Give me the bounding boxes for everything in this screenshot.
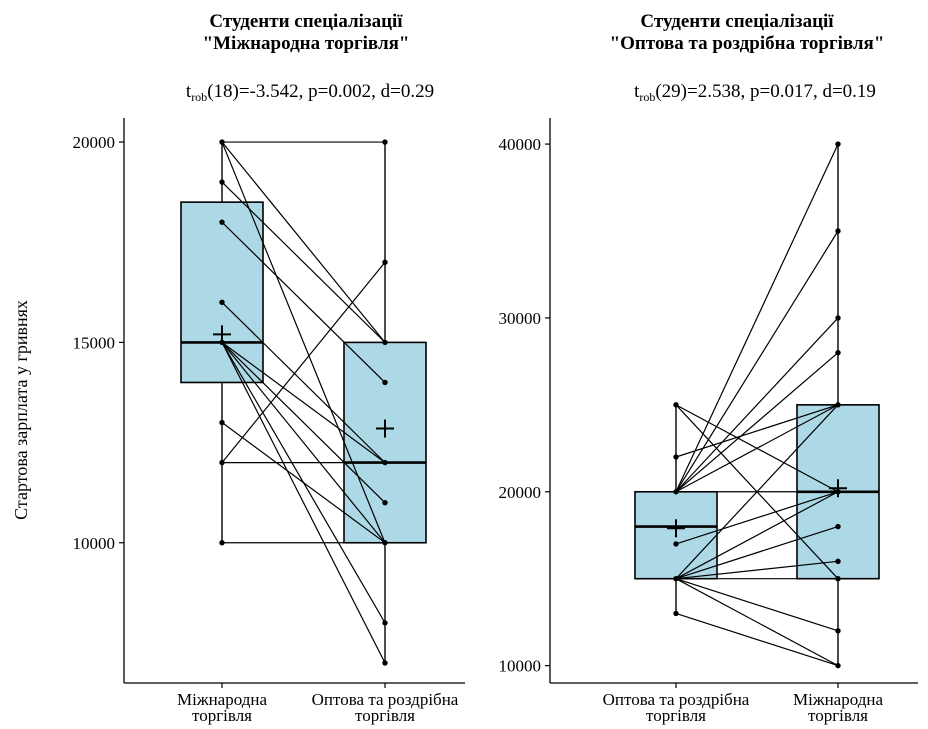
panel-1-paired-line <box>221 301 386 464</box>
panel-2-paired-line <box>675 404 839 580</box>
panel-2-title-line-1: Студенти спеціалізації <box>640 11 834 32</box>
panel-1-y-tick-label: 10000 <box>73 534 116 553</box>
panel-1-category-label-line-2: торгівля <box>355 706 415 725</box>
panel-international-trade: Студенти спеціалізації "Міжнародна торгі… <box>73 11 465 725</box>
panel-2-data-point <box>673 489 679 495</box>
panel-1-data-point <box>382 660 388 666</box>
panel-1-data-point <box>219 540 225 546</box>
panel-2-data-point <box>835 315 841 321</box>
panel-1-data-point <box>382 499 388 506</box>
panel-2-paired-line <box>675 525 839 580</box>
panel-2-data-point <box>835 402 841 408</box>
panel-1-data-point <box>219 219 225 225</box>
panel-1-data-point <box>382 339 388 346</box>
panel-2-paired-line <box>675 491 839 545</box>
panel-1-box <box>180 201 264 384</box>
panel-2-data-point <box>835 228 841 234</box>
panel-2-paired-line <box>675 560 839 580</box>
panel-2-y-tick-label: 10000 <box>499 657 542 676</box>
panel-1-data-point <box>219 299 225 306</box>
panel-1-data-point <box>382 259 388 265</box>
y-axis-label: Стартова зарплата у гривнях <box>11 300 31 520</box>
panel-1-plot-area: 100001500020000МіжнароднаторгівляОптова … <box>73 118 465 725</box>
panel-2-data-point <box>835 628 841 634</box>
panel-1-data-point <box>219 179 225 185</box>
panel-2-category-label-line-2: торгівля <box>646 706 706 725</box>
panel-2-paired-line <box>675 578 839 632</box>
panel-2-paired-line <box>675 612 839 667</box>
panel-2-data-point <box>835 349 841 356</box>
panel-1-title-line-2: "Міжнародна торгівля" <box>203 33 410 54</box>
panel-2-paired-line <box>675 578 839 667</box>
panel-1-data-point <box>382 139 388 145</box>
panel-2-paired-line <box>675 404 839 458</box>
panel-2-data-point <box>835 523 841 530</box>
panel-2-category-label-line-1: Міжнародна <box>793 690 883 709</box>
panel-2-paired-line <box>675 404 839 493</box>
panel-2-data-point <box>673 454 679 460</box>
panel-2-data-point <box>673 575 679 582</box>
panel-2-y-tick-label: 20000 <box>499 483 542 502</box>
panel-1-paired-line <box>221 341 386 464</box>
panel-1-box <box>343 341 427 544</box>
panel-2-data-point <box>673 541 679 547</box>
panel-2-paired-line <box>675 491 839 580</box>
panel-1-data-point <box>382 620 388 626</box>
panel-1-data-point <box>219 419 225 426</box>
panel-1-y-tick-label: 20000 <box>73 133 116 152</box>
panel-1-data-point <box>382 540 388 546</box>
panel-1-category-label-line-1: Оптова та роздрібна <box>312 690 459 709</box>
panel-1-data-point <box>382 459 388 466</box>
panel-1-paired-line <box>221 342 386 664</box>
panel-2-data-point <box>835 662 841 669</box>
panel-1-paired-line <box>221 221 386 383</box>
panel-2-data-point <box>835 141 841 147</box>
panel-1-paired-line <box>221 342 386 544</box>
panel-1-data-point <box>219 459 225 466</box>
panel-2-stat-line: trob(29)=2.538, p=0.017, d=0.19 <box>634 81 876 104</box>
panel-1-paired-line <box>221 181 386 343</box>
panel-2-paired-line <box>675 317 839 493</box>
panel-1-data-point <box>382 379 388 386</box>
panel-1-category-label-line-1: Міжнародна <box>177 690 267 709</box>
panel-2-data-point <box>835 575 841 582</box>
panel-1-y-tick-label: 15000 <box>73 333 116 352</box>
panel-2-title-line-2: "Оптова та роздрібна торгівля" <box>610 33 885 54</box>
panel-2-data-point <box>835 558 841 565</box>
panel-1-category-label-line-2: торгівля <box>192 706 252 725</box>
panel-2-y-tick-label: 30000 <box>499 309 542 328</box>
panel-1-paired-line <box>221 141 386 343</box>
panel-2-category-label-line-1: Оптова та роздрібна <box>603 690 750 709</box>
panel-1-paired-line <box>221 341 386 504</box>
panel-wholesale-retail-trade: Студенти спеціалізації "Оптова та роздрі… <box>499 11 918 725</box>
panel-2-data-point <box>673 610 679 617</box>
panel-2-category-label-line-2: торгівля <box>808 706 868 725</box>
panel-1-data-point <box>219 139 225 145</box>
panel-2-paired-line <box>675 352 839 493</box>
panel-1-paired-line <box>221 261 386 463</box>
panel-1-paired-line <box>221 422 386 544</box>
panel-1-title-line-1: Студенти спеціалізації <box>209 11 403 32</box>
panel-1-stat-line: trob(18)=-3.542, p=0.002, d=0.29 <box>186 81 434 104</box>
panel-2-y-tick-label: 40000 <box>499 135 542 154</box>
panel-2-data-point <box>673 402 679 408</box>
